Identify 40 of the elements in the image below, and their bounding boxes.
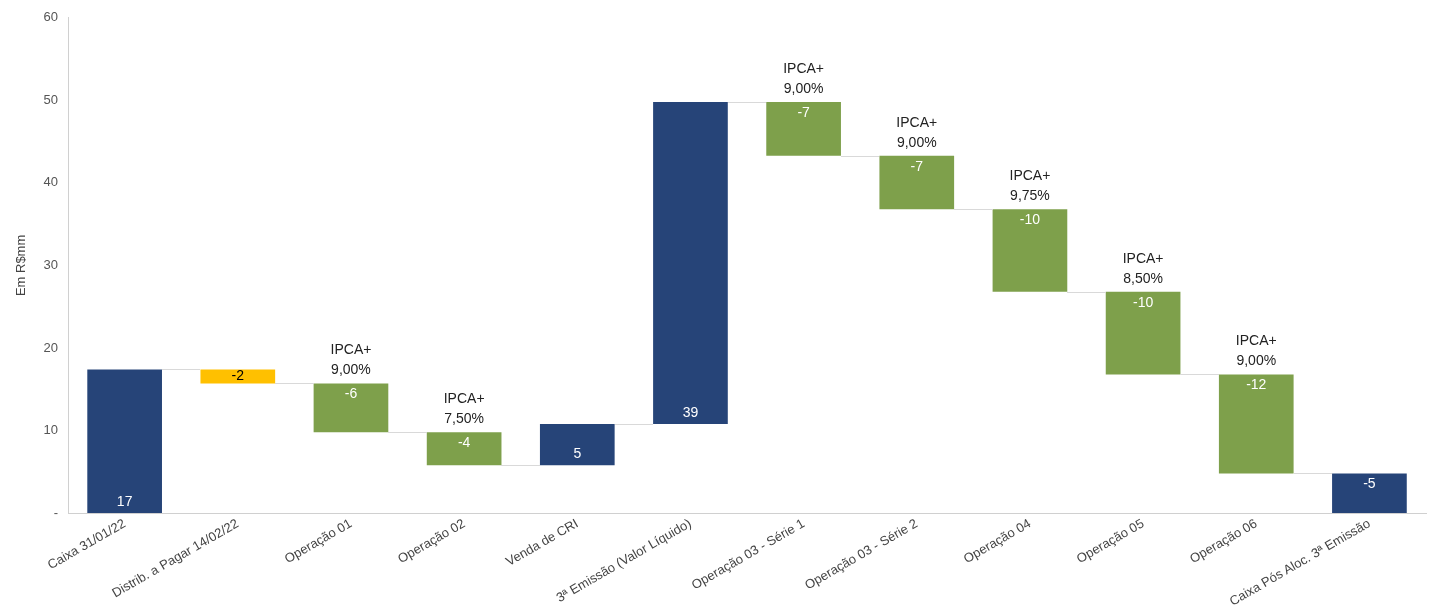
x-tick-label: Venda de CRI [503, 515, 581, 569]
bar [313, 383, 389, 433]
bar [992, 209, 1068, 292]
data-label: -5 [1363, 475, 1376, 492]
bar [653, 101, 728, 424]
bar [1332, 473, 1407, 514]
annotation: IPCA+ 9,00% [1235, 332, 1277, 369]
data-label: -12 [1246, 376, 1267, 393]
y-tick-label: 10 [43, 422, 59, 438]
data-label: 39 [682, 403, 699, 420]
y-tick-label: - [53, 504, 59, 520]
y-axis-title: Em R$mm [13, 234, 29, 297]
data-label: -6 [344, 385, 358, 402]
annotation: IPCA+ 9,75% [1009, 167, 1051, 204]
bar [200, 369, 276, 384]
bar [1218, 374, 1294, 474]
y-tick-label: 20 [43, 339, 59, 355]
y-tick-label: 60 [43, 9, 59, 25]
y-tick-label: 40 [43, 174, 59, 190]
y-tick-label: 30 [43, 257, 59, 272]
annotation: IPCA+ 9,00% [783, 59, 825, 96]
bar [87, 369, 162, 514]
bar [426, 432, 502, 466]
bar [539, 423, 615, 466]
bar [1105, 291, 1181, 375]
data-label: -10 [1132, 293, 1154, 310]
bar [879, 155, 955, 210]
data-label: 17 [116, 492, 133, 509]
data-label: 5 [573, 445, 582, 462]
y-tick-label: 50 [43, 91, 59, 107]
annotation: IPCA+ 9,00% [330, 341, 372, 378]
data-label: -4 [457, 434, 471, 451]
data-label: -7 [797, 103, 811, 120]
bar [766, 101, 841, 156]
data-label: -7 [910, 157, 924, 174]
annotation: IPCA+ 8,50% [1122, 249, 1164, 286]
annotation: IPCA+ 9,00% [896, 113, 938, 150]
data-label: -2 [231, 367, 245, 384]
data-label: -10 [1019, 211, 1041, 228]
annotation: IPCA+ 7,50% [443, 390, 485, 427]
